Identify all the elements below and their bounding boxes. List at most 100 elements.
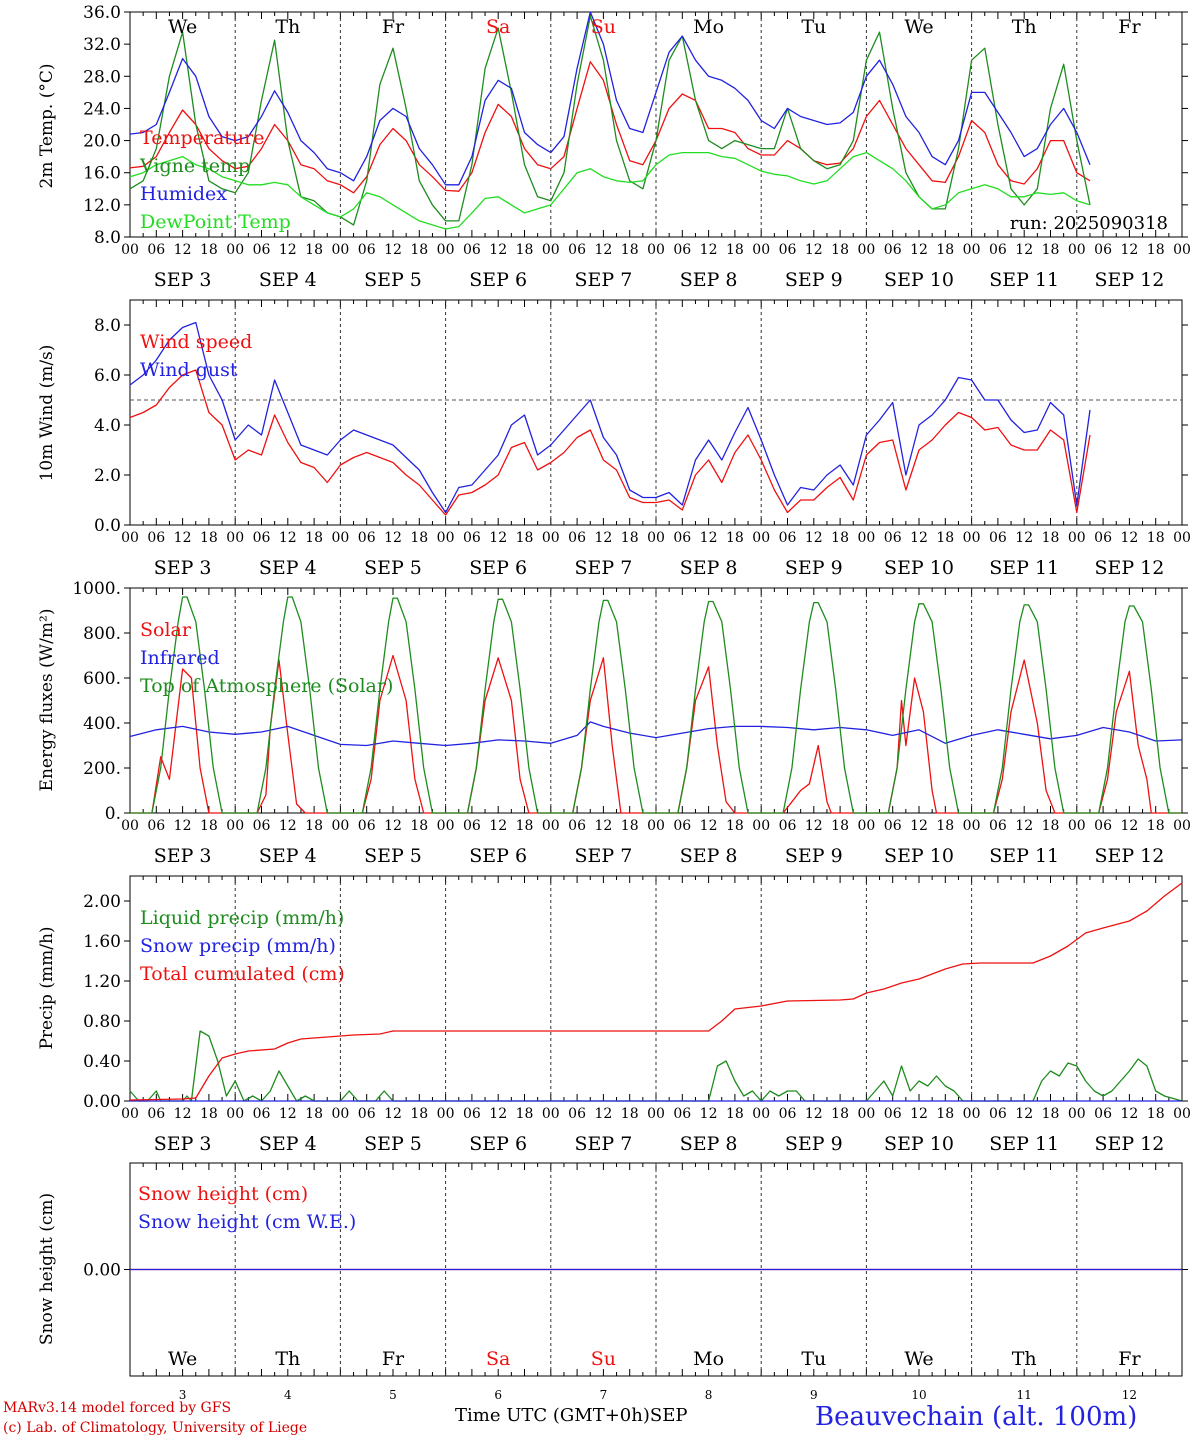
hour-tick-label: 00 xyxy=(647,818,665,834)
y-tick-label: 0.00 xyxy=(83,1261,121,1281)
hour-tick-label: 12 xyxy=(1015,818,1033,834)
hour-tick-label: 00 xyxy=(542,818,560,834)
hour-tick-label: 06 xyxy=(1094,818,1112,834)
hour-tick-label: 00 xyxy=(121,530,139,546)
hour-tick-label: 18 xyxy=(1042,1106,1060,1122)
series-humidex xyxy=(129,11,1091,186)
hour-tick-label: 06 xyxy=(463,242,481,258)
hour-tick-label: 12 xyxy=(594,242,612,258)
day-number-label: 10 xyxy=(911,1388,926,1402)
legend-entry: Solar xyxy=(140,619,192,641)
day-number-label: 4 xyxy=(284,1388,292,1402)
hour-tick-label: 06 xyxy=(989,530,1007,546)
dow-label: Fr xyxy=(382,1348,405,1370)
hour-tick-label: 00 xyxy=(331,530,349,546)
hour-tick-label: 06 xyxy=(989,1106,1007,1122)
hour-tick-label: 06 xyxy=(147,242,165,258)
series-top-of-atmosphere-solar- xyxy=(130,596,1182,814)
hour-tick-label: 12 xyxy=(174,530,192,546)
dow-label: Su xyxy=(591,1348,616,1370)
series-vigne-temp xyxy=(129,15,1091,226)
hour-tick-label: 18 xyxy=(936,242,954,258)
day-label: SEP 10 xyxy=(884,269,954,291)
hour-tick-label: 12 xyxy=(384,530,402,546)
hour-tick-label: 06 xyxy=(147,818,165,834)
dow-label: Tu xyxy=(801,16,826,38)
day-number-label: 5 xyxy=(389,1388,397,1402)
y-axis-label: 2m Temp. (°C) xyxy=(37,63,57,188)
y-tick-label: 1.60 xyxy=(83,932,121,952)
hour-tick-label: 06 xyxy=(253,1106,271,1122)
hour-tick-label: 12 xyxy=(279,530,297,546)
hour-tick-label: 06 xyxy=(779,818,797,834)
hour-tick-label: 18 xyxy=(936,818,954,834)
day-label: SEP 12 xyxy=(1094,845,1164,867)
run-label: run: 2025090318 xyxy=(1010,213,1168,234)
hour-tick-label: 18 xyxy=(621,242,639,258)
panel-3 xyxy=(124,587,1188,814)
legend-entry: Humidex xyxy=(140,183,227,205)
hour-tick-label: 00 xyxy=(437,1106,455,1122)
day-label: SEP 6 xyxy=(469,557,527,579)
day-label: SEP 9 xyxy=(785,557,843,579)
hour-tick-label: 00 xyxy=(1173,530,1191,546)
hour-tick-label: 12 xyxy=(279,818,297,834)
day-label: SEP 3 xyxy=(154,845,212,867)
hour-tick-label: 06 xyxy=(884,1106,902,1122)
y-tick-label: 400. xyxy=(83,714,121,734)
day-label: SEP 11 xyxy=(989,845,1059,867)
hour-tick-label: 06 xyxy=(884,818,902,834)
legend-entry: Top of Atmosphere (Solar) xyxy=(140,675,393,697)
hour-tick-label: 06 xyxy=(673,818,691,834)
day-label: SEP 10 xyxy=(884,1133,954,1155)
hour-tick-label: 00 xyxy=(1173,1106,1191,1122)
day-label: SEP 10 xyxy=(884,845,954,867)
hour-tick-label: 18 xyxy=(726,530,744,546)
hour-tick-label: 12 xyxy=(805,1106,823,1122)
hour-tick-label: 12 xyxy=(594,1106,612,1122)
hour-tick-label: 00 xyxy=(226,530,244,546)
hour-tick-label: 00 xyxy=(752,818,770,834)
y-axis-label: Snow height (cm) xyxy=(37,1193,57,1345)
hour-tick-label: 06 xyxy=(989,818,1007,834)
y-tick-label: 0.0 xyxy=(94,516,121,536)
day-label: SEP 8 xyxy=(680,557,738,579)
y-tick-label: 12.0 xyxy=(83,196,121,216)
hour-tick-label: 18 xyxy=(200,1106,218,1122)
hour-tick-label: 06 xyxy=(147,1106,165,1122)
dow-label: Fr xyxy=(1118,16,1141,38)
day-label: SEP 9 xyxy=(785,845,843,867)
series-liquid-precip-mm-h- xyxy=(129,1030,1183,1102)
hour-tick-label: 12 xyxy=(384,818,402,834)
hour-tick-label: 12 xyxy=(174,1106,192,1122)
hour-tick-label: 00 xyxy=(857,818,875,834)
y-tick-label: 1.20 xyxy=(83,972,121,992)
hour-tick-label: 12 xyxy=(805,530,823,546)
hour-tick-label: 12 xyxy=(805,242,823,258)
hour-tick-label: 00 xyxy=(963,242,981,258)
hour-tick-label: 12 xyxy=(594,530,612,546)
y-axis-label: Energy fluxes (W/m²) xyxy=(37,609,57,792)
dow-label: Sa xyxy=(486,16,510,38)
day-label: SEP 12 xyxy=(1094,557,1164,579)
day-label: SEP 5 xyxy=(364,845,422,867)
hour-tick-label: 06 xyxy=(147,530,165,546)
hour-tick-label: 06 xyxy=(673,530,691,546)
hour-tick-label: 12 xyxy=(910,242,928,258)
y-tick-label: 0. xyxy=(105,804,121,824)
hour-tick-label: 00 xyxy=(121,242,139,258)
dow-label: We xyxy=(168,16,197,38)
day-label: SEP 11 xyxy=(989,557,1059,579)
day-label: SEP 7 xyxy=(574,269,632,291)
legend-entry: Liquid precip (mm/h) xyxy=(140,907,344,929)
lab-credit: (c) Lab. of Climatology, University of L… xyxy=(3,1420,308,1436)
dow-label: Mo xyxy=(693,1348,724,1370)
day-label: SEP 7 xyxy=(574,1133,632,1155)
hour-tick-label: 12 xyxy=(1120,530,1138,546)
hour-tick-label: 18 xyxy=(410,242,428,258)
hour-tick-label: 18 xyxy=(936,530,954,546)
day-label: SEP 7 xyxy=(574,845,632,867)
hour-tick-label: 00 xyxy=(647,530,665,546)
day-label: SEP 4 xyxy=(259,845,317,867)
hour-tick-label: 06 xyxy=(568,530,586,546)
